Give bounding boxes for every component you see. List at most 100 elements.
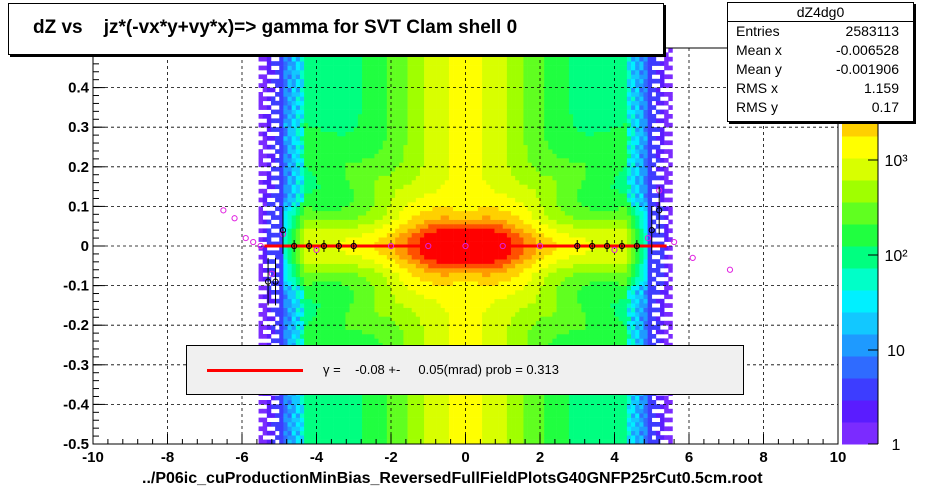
heat-cell <box>407 254 412 260</box>
heat-cell <box>440 395 446 401</box>
heat-cell <box>337 197 342 203</box>
heat-cell <box>419 338 425 344</box>
heat-cell <box>295 127 301 132</box>
heat-cell <box>419 241 425 247</box>
heat-cell <box>465 312 470 317</box>
heat-cell <box>378 254 384 260</box>
heat-cell <box>362 87 367 93</box>
heat-cell <box>357 78 363 84</box>
heat-cell <box>395 320 400 326</box>
heat-cell <box>283 127 288 132</box>
heat-cell <box>328 78 334 84</box>
heat-cell <box>333 329 338 335</box>
heat-cell <box>432 206 437 212</box>
heat-cell <box>465 439 470 445</box>
heat-cell <box>444 70 450 75</box>
heat-cell <box>366 109 371 115</box>
heat-cell <box>436 325 441 330</box>
heat-cell <box>428 149 433 154</box>
heat-cell <box>415 417 421 423</box>
heat-cell <box>374 92 379 97</box>
heat-cell <box>428 430 433 436</box>
heat-cell <box>362 338 367 344</box>
heat-cell <box>316 144 321 150</box>
heat-cell <box>436 435 441 440</box>
heat-cell <box>382 400 388 405</box>
heat-cell <box>370 122 375 128</box>
heat-cell <box>419 197 425 203</box>
heat-cell <box>304 334 309 339</box>
heat-cell <box>362 158 367 163</box>
heat-cell <box>262 276 268 282</box>
heat-cell <box>316 188 321 194</box>
heat-cell <box>415 202 421 207</box>
heat-cell <box>419 316 425 322</box>
heat-cell <box>444 426 450 432</box>
heat-cell <box>419 136 425 141</box>
heat-cell <box>366 149 371 154</box>
heat-cell <box>262 87 268 93</box>
heat-cell <box>378 149 384 154</box>
heat-cell <box>357 158 363 163</box>
heat-cell <box>469 100 475 106</box>
heat-cell <box>378 175 384 181</box>
heat-cell <box>465 232 470 238</box>
heat-cell <box>436 232 441 238</box>
heat-cell <box>461 100 466 106</box>
heat-cell <box>349 237 355 242</box>
heat-cell <box>403 109 408 115</box>
heat-cell <box>473 334 479 339</box>
heat-cell <box>295 263 301 269</box>
heat-cell <box>440 144 446 150</box>
heat-cell <box>469 118 475 124</box>
heat-cell <box>444 329 450 335</box>
heat-cell <box>312 83 317 88</box>
heat-cell <box>494 259 499 264</box>
heat-cell <box>312 74 317 80</box>
heat-cell <box>411 298 417 304</box>
heat-cell <box>482 237 487 242</box>
heat-cell <box>283 417 288 423</box>
heat-cell <box>378 224 384 229</box>
heat-cell <box>316 404 321 410</box>
heat-cell <box>312 281 317 286</box>
heat-cell <box>407 144 412 150</box>
heat-cell <box>436 294 441 300</box>
heat-cell <box>374 404 379 410</box>
heat-cell <box>436 285 441 291</box>
heat-cell <box>304 430 309 436</box>
heat-cell <box>403 263 408 269</box>
heat-cell <box>428 290 433 295</box>
heat-cell <box>407 74 412 80</box>
heat-cell <box>395 254 400 260</box>
heat-cell <box>370 180 375 185</box>
heat-cell <box>419 307 425 313</box>
heat-cell <box>299 259 305 264</box>
heat-cell <box>482 268 487 273</box>
heat-cell <box>453 184 458 190</box>
heat-cell <box>465 184 470 190</box>
heat-cell <box>320 294 326 300</box>
heat-cell <box>312 439 317 445</box>
heat-cell <box>382 312 388 317</box>
heat-cell <box>440 224 446 229</box>
heat-cell <box>486 175 491 181</box>
heat-cell <box>291 237 297 242</box>
heat-cell <box>291 439 297 445</box>
heat-cell <box>490 65 495 71</box>
heat-cell <box>349 162 355 168</box>
heat-cell <box>411 263 417 269</box>
heat-cell <box>370 65 375 71</box>
heat-cell <box>457 294 462 300</box>
heat-cell <box>407 175 412 181</box>
heat-cell <box>395 105 400 110</box>
heat-cell <box>337 144 342 150</box>
heat-cell <box>448 96 454 102</box>
heat-cell <box>366 408 371 414</box>
heat-cell <box>415 171 421 176</box>
heat-cell <box>370 188 375 194</box>
heat-cell <box>366 175 371 181</box>
heat-cell <box>308 56 313 62</box>
heat-cell <box>461 162 466 168</box>
heat-cell <box>428 439 433 445</box>
